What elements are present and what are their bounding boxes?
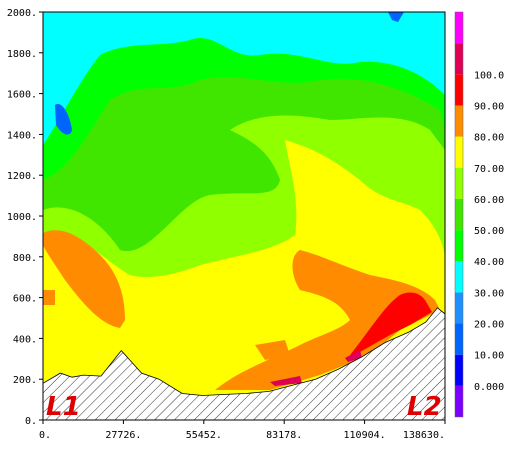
y-tick-label: 800. [13,253,37,264]
terrain-hatch [43,307,445,420]
x-tick-label: 83178. [266,430,302,441]
colorbar-label: 90.00 [474,101,504,112]
x-tick-label: 0. [39,430,51,441]
colorbar-label: 0.000 [474,382,504,393]
colorbar-swatch [455,354,463,386]
x-tick-label: 110904. [344,430,386,441]
contour-field [43,12,445,420]
y-axis: 0. 200. 400. 600. 800. 1000. 1200. 1400. 1600. 18… [7,8,43,427]
x-axis: 0. 27726. 55452. 83178. 110904. 138630. [39,420,446,441]
colorbar-swatch [455,230,463,262]
colorbar-label: 60.00 [474,195,504,206]
colorbar-label: 80.00 [474,133,504,144]
x-tick-label: 27726. [105,430,141,441]
colorbar-frame [454,11,464,418]
colorbar-swatch [455,74,463,106]
colorbar: 0.000 10.00 20.00 30.00 40.00 50.00 60.00 70.00… [454,11,504,418]
y-tick-label: 400. [13,334,37,345]
y-tick-label: 1600. [7,90,37,101]
colorbar-label: 40.00 [474,257,504,268]
contour-band-orange [43,230,440,390]
colorbar-swatch [455,198,463,231]
colorbar-label: 10.00 [474,351,504,362]
colorbar-label: 100.0 [474,70,504,81]
section-start-label: L1 [46,392,81,422]
colorbar-swatch [455,261,463,293]
y-tick-label: 200. [13,375,37,386]
contour-band-crimson [270,350,362,386]
contour-band-red [350,292,432,355]
colorbar-swatch [455,12,463,44]
y-tick-label: 0. [25,416,37,427]
colorbar-swatch [455,43,463,75]
colorbar-label: 70.00 [474,164,504,175]
colorbar-swatch [455,136,463,168]
y-tick-label: 1000. [7,212,37,223]
colorbar-swatch [455,167,463,199]
colorbar-swatch [455,385,463,417]
colorbar-label: 20.00 [474,320,504,331]
section-end-label: L2 [407,392,442,422]
colorbar-swatch [455,105,463,137]
y-tick-label: 2000. [7,8,37,19]
colorbar-swatch [455,292,463,324]
colorbar-label: 30.00 [474,288,504,299]
x-tick-label: 55452. [186,430,222,441]
y-tick-label: 1200. [7,171,37,182]
y-tick-label: 1400. [7,130,37,141]
y-tick-label: 1800. [7,49,37,60]
colorbar-swatch [455,323,463,355]
colorbar-label: 50.00 [474,226,504,237]
x-tick-label: 138630. [403,430,445,441]
y-tick-label: 600. [13,294,37,305]
